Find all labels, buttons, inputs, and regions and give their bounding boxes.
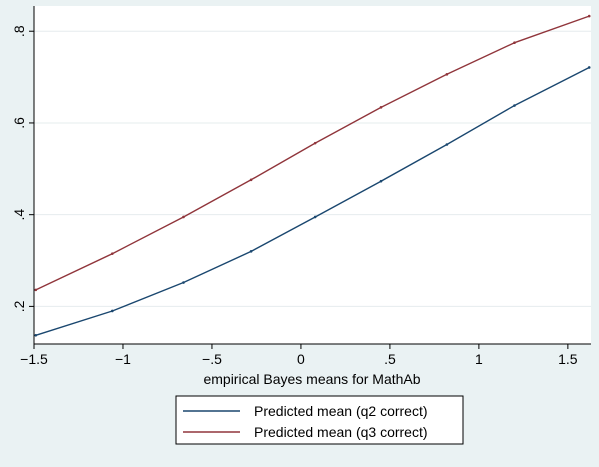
- data-point: [249, 250, 253, 253]
- axes: [29, 6, 591, 349]
- y-tick-label: .8: [11, 25, 27, 37]
- x-tick-label: .5: [384, 351, 396, 367]
- data-point: [313, 215, 317, 219]
- x-tick-label: −1.5: [20, 351, 48, 367]
- x-tick-label: 1: [475, 351, 483, 367]
- gridlines: [34, 30, 591, 307]
- plot-area: [34, 6, 591, 344]
- x-tick-label: −.5: [202, 351, 222, 367]
- legend-label-q3: Predicted mean (q3 correct): [254, 424, 428, 440]
- data-point: [445, 143, 449, 146]
- x-tick-label: 1.5: [558, 351, 578, 367]
- x-tick-label: −1: [115, 351, 131, 367]
- legend-box: [175, 395, 464, 445]
- data-point: [249, 178, 253, 182]
- y-tick-label: .2: [11, 300, 27, 312]
- x-tick-label: 0: [297, 351, 305, 367]
- data-point: [513, 104, 516, 107]
- data-point: [587, 66, 591, 69]
- data-point: [111, 309, 114, 313]
- series-lines: [34, 14, 591, 337]
- data-point: [445, 73, 449, 76]
- data-point: [587, 14, 591, 18]
- legend: Predicted mean (q2 correct) Predicted mea…: [183, 403, 428, 440]
- tick-labels: .2 .4 .6 .8 −1.5 −1 −.5 0 .5 1 1.5: [11, 25, 578, 367]
- y-tick-label: .4: [11, 209, 27, 221]
- y-tick-label: .6: [11, 117, 27, 129]
- x-axis-label: empirical Bayes means for MathAb: [203, 371, 420, 387]
- data-point: [182, 281, 185, 284]
- legend-label-q2: Predicted mean (q2 correct): [254, 403, 428, 419]
- data-point: [313, 141, 317, 145]
- data-point: [513, 41, 516, 44]
- data-point: [379, 179, 383, 183]
- data-point: [34, 333, 38, 337]
- data-point: [34, 288, 38, 292]
- data-point: [111, 252, 114, 255]
- data-point: [379, 106, 383, 109]
- data-point: [182, 215, 185, 219]
